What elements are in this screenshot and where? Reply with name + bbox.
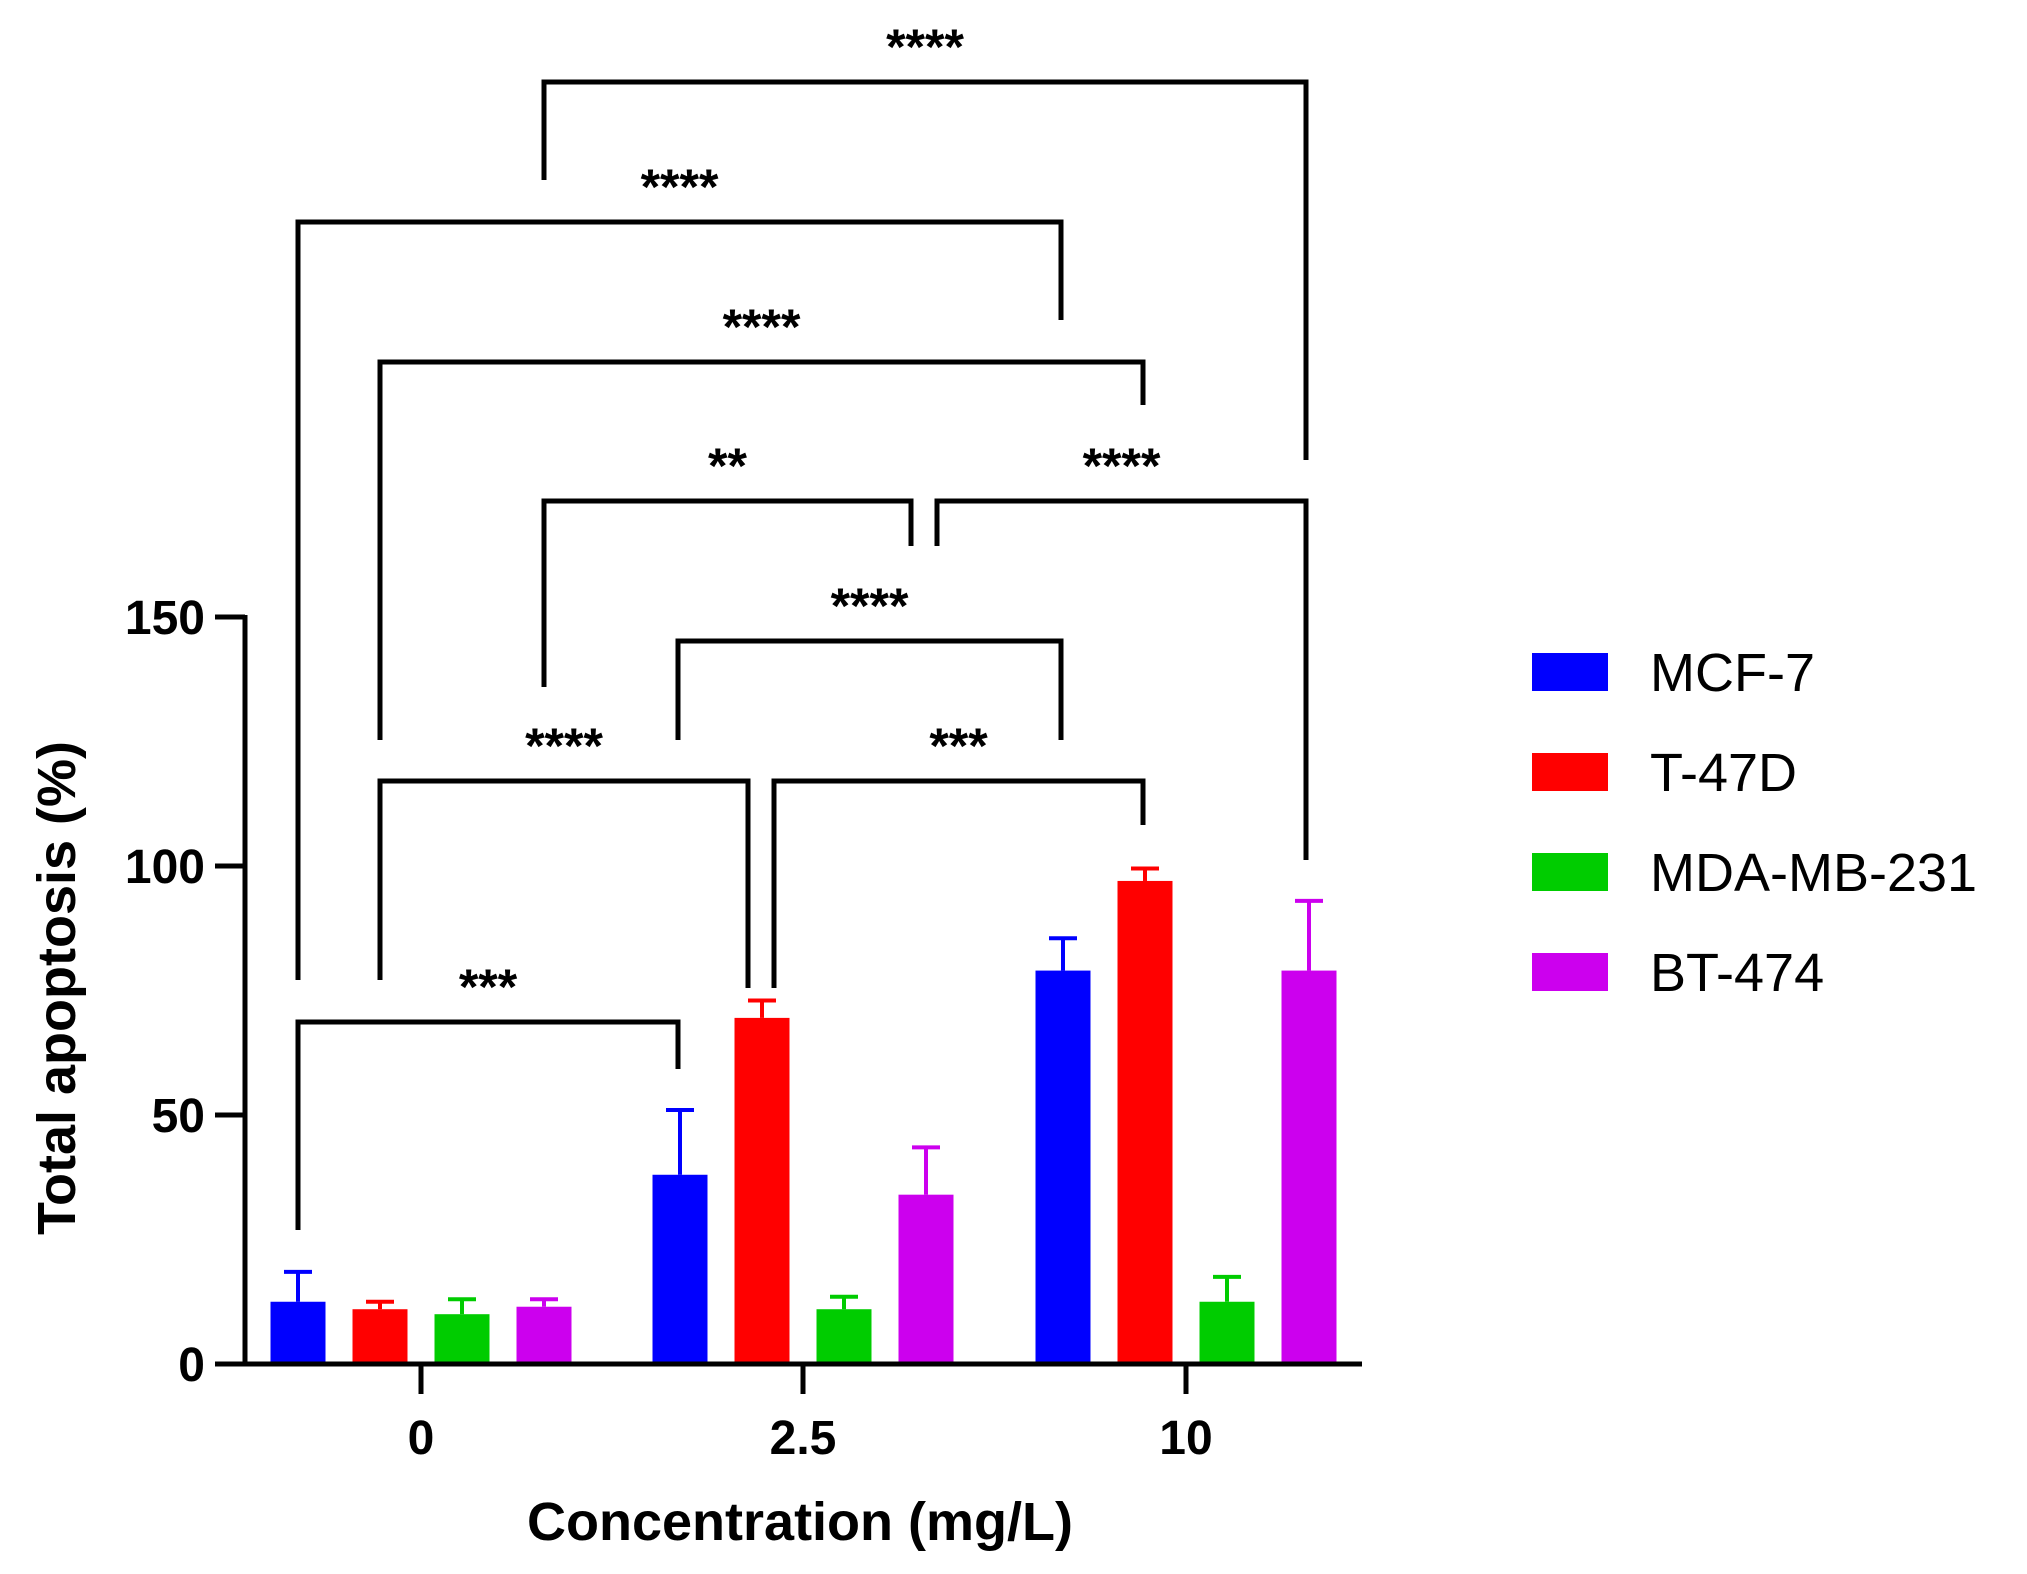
y-tick-label: 100 xyxy=(125,841,205,894)
significance-bracket xyxy=(295,219,1064,980)
legend: MCF-7 T-47D MDA-MB-231 BT-474 xyxy=(1532,643,1977,1003)
bar xyxy=(352,1309,408,1364)
legend-swatch xyxy=(1532,953,1608,991)
bar xyxy=(516,1306,572,1364)
bar xyxy=(816,1309,872,1364)
significance-label: *** xyxy=(459,959,518,1015)
significance-brackets: ******* ********* **************** xyxy=(295,19,1309,1230)
x-tick-label: 0 xyxy=(408,1412,435,1465)
bar xyxy=(1035,970,1091,1364)
x-tick-label: 10 xyxy=(1159,1412,1212,1465)
significance-bracket xyxy=(771,778,1146,988)
legend-swatch xyxy=(1532,853,1608,891)
axes: 0 50 100 150 0 2.5 10 xyxy=(125,592,1362,1465)
legend-label: T-47D xyxy=(1650,743,1797,803)
bar xyxy=(898,1194,954,1364)
y-tick-label: 50 xyxy=(152,1090,205,1143)
significance-label: **** xyxy=(723,299,801,355)
significance-label: **** xyxy=(525,718,603,774)
significance-bracket xyxy=(934,498,1309,860)
legend-label: MDA-MB-231 xyxy=(1650,843,1977,903)
bar xyxy=(734,1017,790,1364)
bars xyxy=(270,866,1337,1364)
x-axis-title: Concentration (mg/L) xyxy=(527,1492,1073,1552)
significance-bracket xyxy=(675,638,1064,740)
x-tick-label: 2.5 xyxy=(770,1412,837,1465)
legend-label: MCF-7 xyxy=(1650,643,1815,703)
significance-label: *** xyxy=(929,718,988,774)
y-axis-title: Total apoptosis (%) xyxy=(27,741,87,1235)
significance-label: **** xyxy=(886,19,964,75)
significance-bracket xyxy=(377,359,1146,740)
y-tick-label: 150 xyxy=(125,592,205,645)
significance-bracket xyxy=(377,778,751,988)
significance-label: **** xyxy=(1083,438,1161,494)
significance-bracket xyxy=(541,498,914,687)
significance-bracket xyxy=(541,79,1309,460)
bar xyxy=(652,1174,708,1364)
significance-label: **** xyxy=(831,578,909,634)
legend-swatch xyxy=(1532,653,1608,691)
legend-swatch xyxy=(1532,753,1608,791)
bar xyxy=(270,1301,326,1364)
significance-label: ** xyxy=(708,438,747,494)
bar xyxy=(434,1314,490,1364)
bar xyxy=(1199,1301,1255,1364)
y-tick-label: 0 xyxy=(178,1339,205,1392)
legend-label: BT-474 xyxy=(1650,943,1824,1003)
bar xyxy=(1281,970,1337,1364)
significance-label: **** xyxy=(641,159,719,215)
significance-bracket xyxy=(295,1019,681,1230)
bar xyxy=(1117,880,1173,1364)
